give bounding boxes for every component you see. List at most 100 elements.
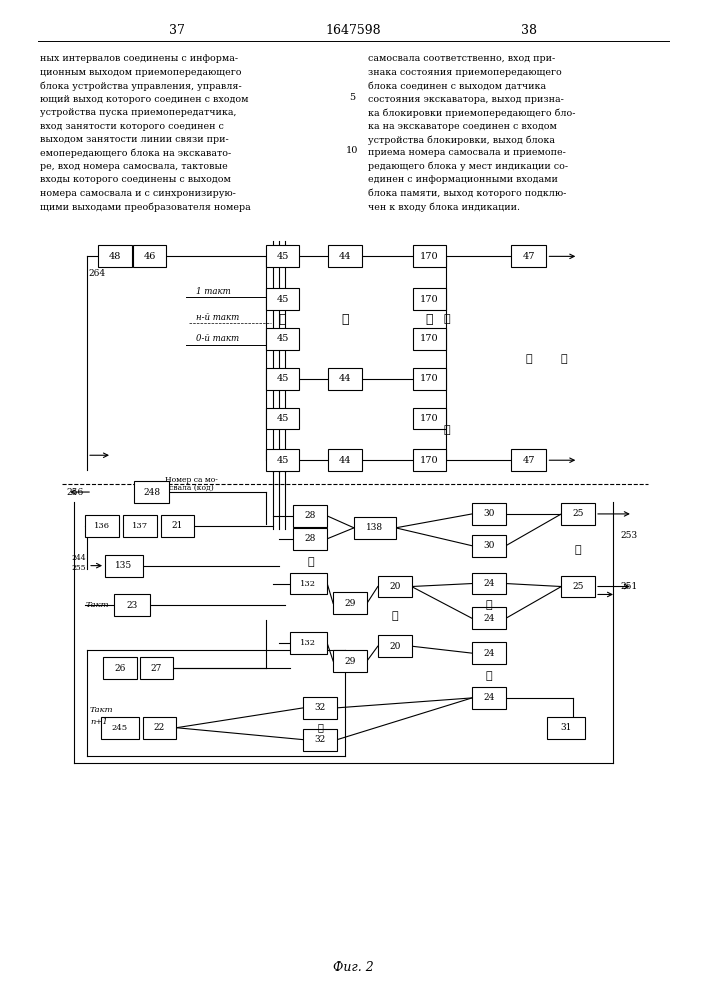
Text: 264: 264: [88, 269, 105, 278]
Text: ре, вход номера самосвала, тактовые: ре, вход номера самосвала, тактовые: [40, 162, 228, 171]
Text: 27: 27: [151, 664, 162, 673]
Text: ⋮: ⋮: [426, 313, 433, 326]
Text: 248: 248: [143, 488, 160, 497]
Text: 135: 135: [115, 561, 132, 570]
Text: ⋮: ⋮: [317, 723, 323, 732]
Text: 5: 5: [349, 93, 355, 102]
Text: знака состояния приемопередающего: знака состояния приемопередающего: [368, 68, 561, 77]
Bar: [143, 717, 177, 739]
Bar: [510, 449, 547, 471]
Text: 29: 29: [344, 657, 356, 666]
Text: 23: 23: [126, 601, 137, 610]
Text: 25: 25: [573, 582, 584, 591]
Text: 245: 245: [112, 724, 128, 732]
Text: ⋮: ⋮: [560, 354, 566, 364]
Bar: [101, 717, 139, 739]
Bar: [412, 408, 446, 429]
Text: блока устройства управления, управля-: блока устройства управления, управля-: [40, 81, 243, 91]
Text: 24: 24: [484, 579, 495, 588]
Text: 170: 170: [420, 334, 439, 343]
Bar: [561, 576, 595, 597]
Text: 44: 44: [339, 252, 351, 261]
Text: 44: 44: [339, 456, 351, 465]
Text: 20: 20: [389, 582, 400, 591]
Bar: [412, 449, 446, 471]
Bar: [123, 515, 156, 537]
Bar: [266, 288, 300, 310]
Text: 29: 29: [344, 599, 356, 608]
Text: 30: 30: [484, 509, 495, 518]
Text: 45: 45: [276, 334, 288, 343]
Text: 251: 251: [621, 582, 638, 591]
Text: 136: 136: [94, 522, 110, 530]
Text: 45: 45: [276, 295, 288, 304]
Text: 253: 253: [621, 531, 638, 540]
Bar: [266, 328, 300, 350]
Bar: [289, 573, 327, 594]
Text: Такт: Такт: [85, 601, 109, 609]
Text: ⋮: ⋮: [486, 671, 492, 681]
Text: ⋮: ⋮: [444, 425, 450, 435]
Text: приема номера самосвала и приемопе-: приема номера самосвала и приемопе-: [368, 148, 566, 157]
Text: 244: 244: [71, 554, 86, 562]
Text: п+1: п+1: [90, 718, 108, 726]
Text: выходом занятости линии связи при-: выходом занятости линии связи при-: [40, 135, 229, 144]
Text: 30: 30: [484, 541, 495, 550]
Text: 26: 26: [114, 664, 126, 673]
Bar: [98, 245, 132, 267]
Text: ка на экскаваторе соединен с входом: ка на экскаваторе соединен с входом: [368, 122, 556, 131]
Bar: [412, 245, 446, 267]
Bar: [561, 503, 595, 525]
Text: устройства пуска приемопередатчика,: устройства пуска приемопередатчика,: [40, 108, 237, 117]
Bar: [103, 657, 136, 679]
Bar: [412, 288, 446, 310]
Text: Номер са мо-: Номер са мо-: [165, 476, 218, 484]
Text: 32: 32: [315, 735, 326, 744]
Text: 132: 132: [300, 639, 316, 647]
Bar: [303, 697, 337, 719]
Text: самосвала соответственно, вход при-: самосвала соответственно, вход при-: [368, 54, 555, 63]
Bar: [472, 687, 506, 709]
Text: 31: 31: [561, 723, 572, 732]
Bar: [472, 535, 506, 557]
Bar: [133, 245, 166, 267]
Bar: [289, 632, 327, 654]
Text: 170: 170: [420, 374, 439, 383]
Text: 138: 138: [366, 523, 383, 532]
Text: редающего блока у мест индикации со-: редающего блока у мест индикации со-: [368, 162, 568, 171]
Text: 1 такт: 1 такт: [197, 287, 231, 296]
Bar: [114, 594, 150, 616]
Bar: [333, 592, 367, 614]
Text: блока соединен с выходом датчика: блока соединен с выходом датчика: [368, 81, 546, 90]
Text: 48: 48: [109, 252, 121, 261]
Text: ⋮: ⋮: [392, 611, 398, 621]
Bar: [412, 368, 446, 390]
Bar: [333, 650, 367, 672]
Text: 10: 10: [346, 146, 358, 155]
Text: состояния экскаватора, выход призна-: состояния экскаватора, выход призна-: [368, 95, 563, 104]
Bar: [472, 573, 506, 594]
Text: 170: 170: [420, 414, 439, 423]
Text: 44: 44: [339, 374, 351, 383]
Text: 132: 132: [300, 580, 316, 588]
Text: 25: 25: [573, 509, 584, 518]
Text: ционным выходом приемопередающего: ционным выходом приемопередающего: [40, 68, 242, 77]
Text: 170: 170: [420, 456, 439, 465]
Text: ⋮: ⋮: [444, 314, 450, 324]
Text: 256: 256: [66, 488, 84, 497]
Bar: [293, 505, 327, 527]
Text: 28: 28: [305, 534, 316, 543]
Text: 47: 47: [522, 252, 535, 261]
Bar: [472, 642, 506, 664]
Text: 45: 45: [276, 414, 288, 423]
Text: 45: 45: [276, 456, 288, 465]
Text: ⋮: ⋮: [486, 600, 492, 610]
Text: вход занятости которого соединен с: вход занятости которого соединен с: [40, 122, 224, 131]
Text: ⋮: ⋮: [279, 313, 286, 326]
Text: н-й такт: н-й такт: [197, 313, 240, 322]
Text: ющий выход которого соединен с входом: ющий выход которого соединен с входом: [40, 95, 249, 104]
Bar: [293, 528, 327, 550]
Bar: [105, 555, 143, 577]
Text: 22: 22: [154, 723, 165, 732]
Text: 1647598: 1647598: [325, 24, 381, 37]
